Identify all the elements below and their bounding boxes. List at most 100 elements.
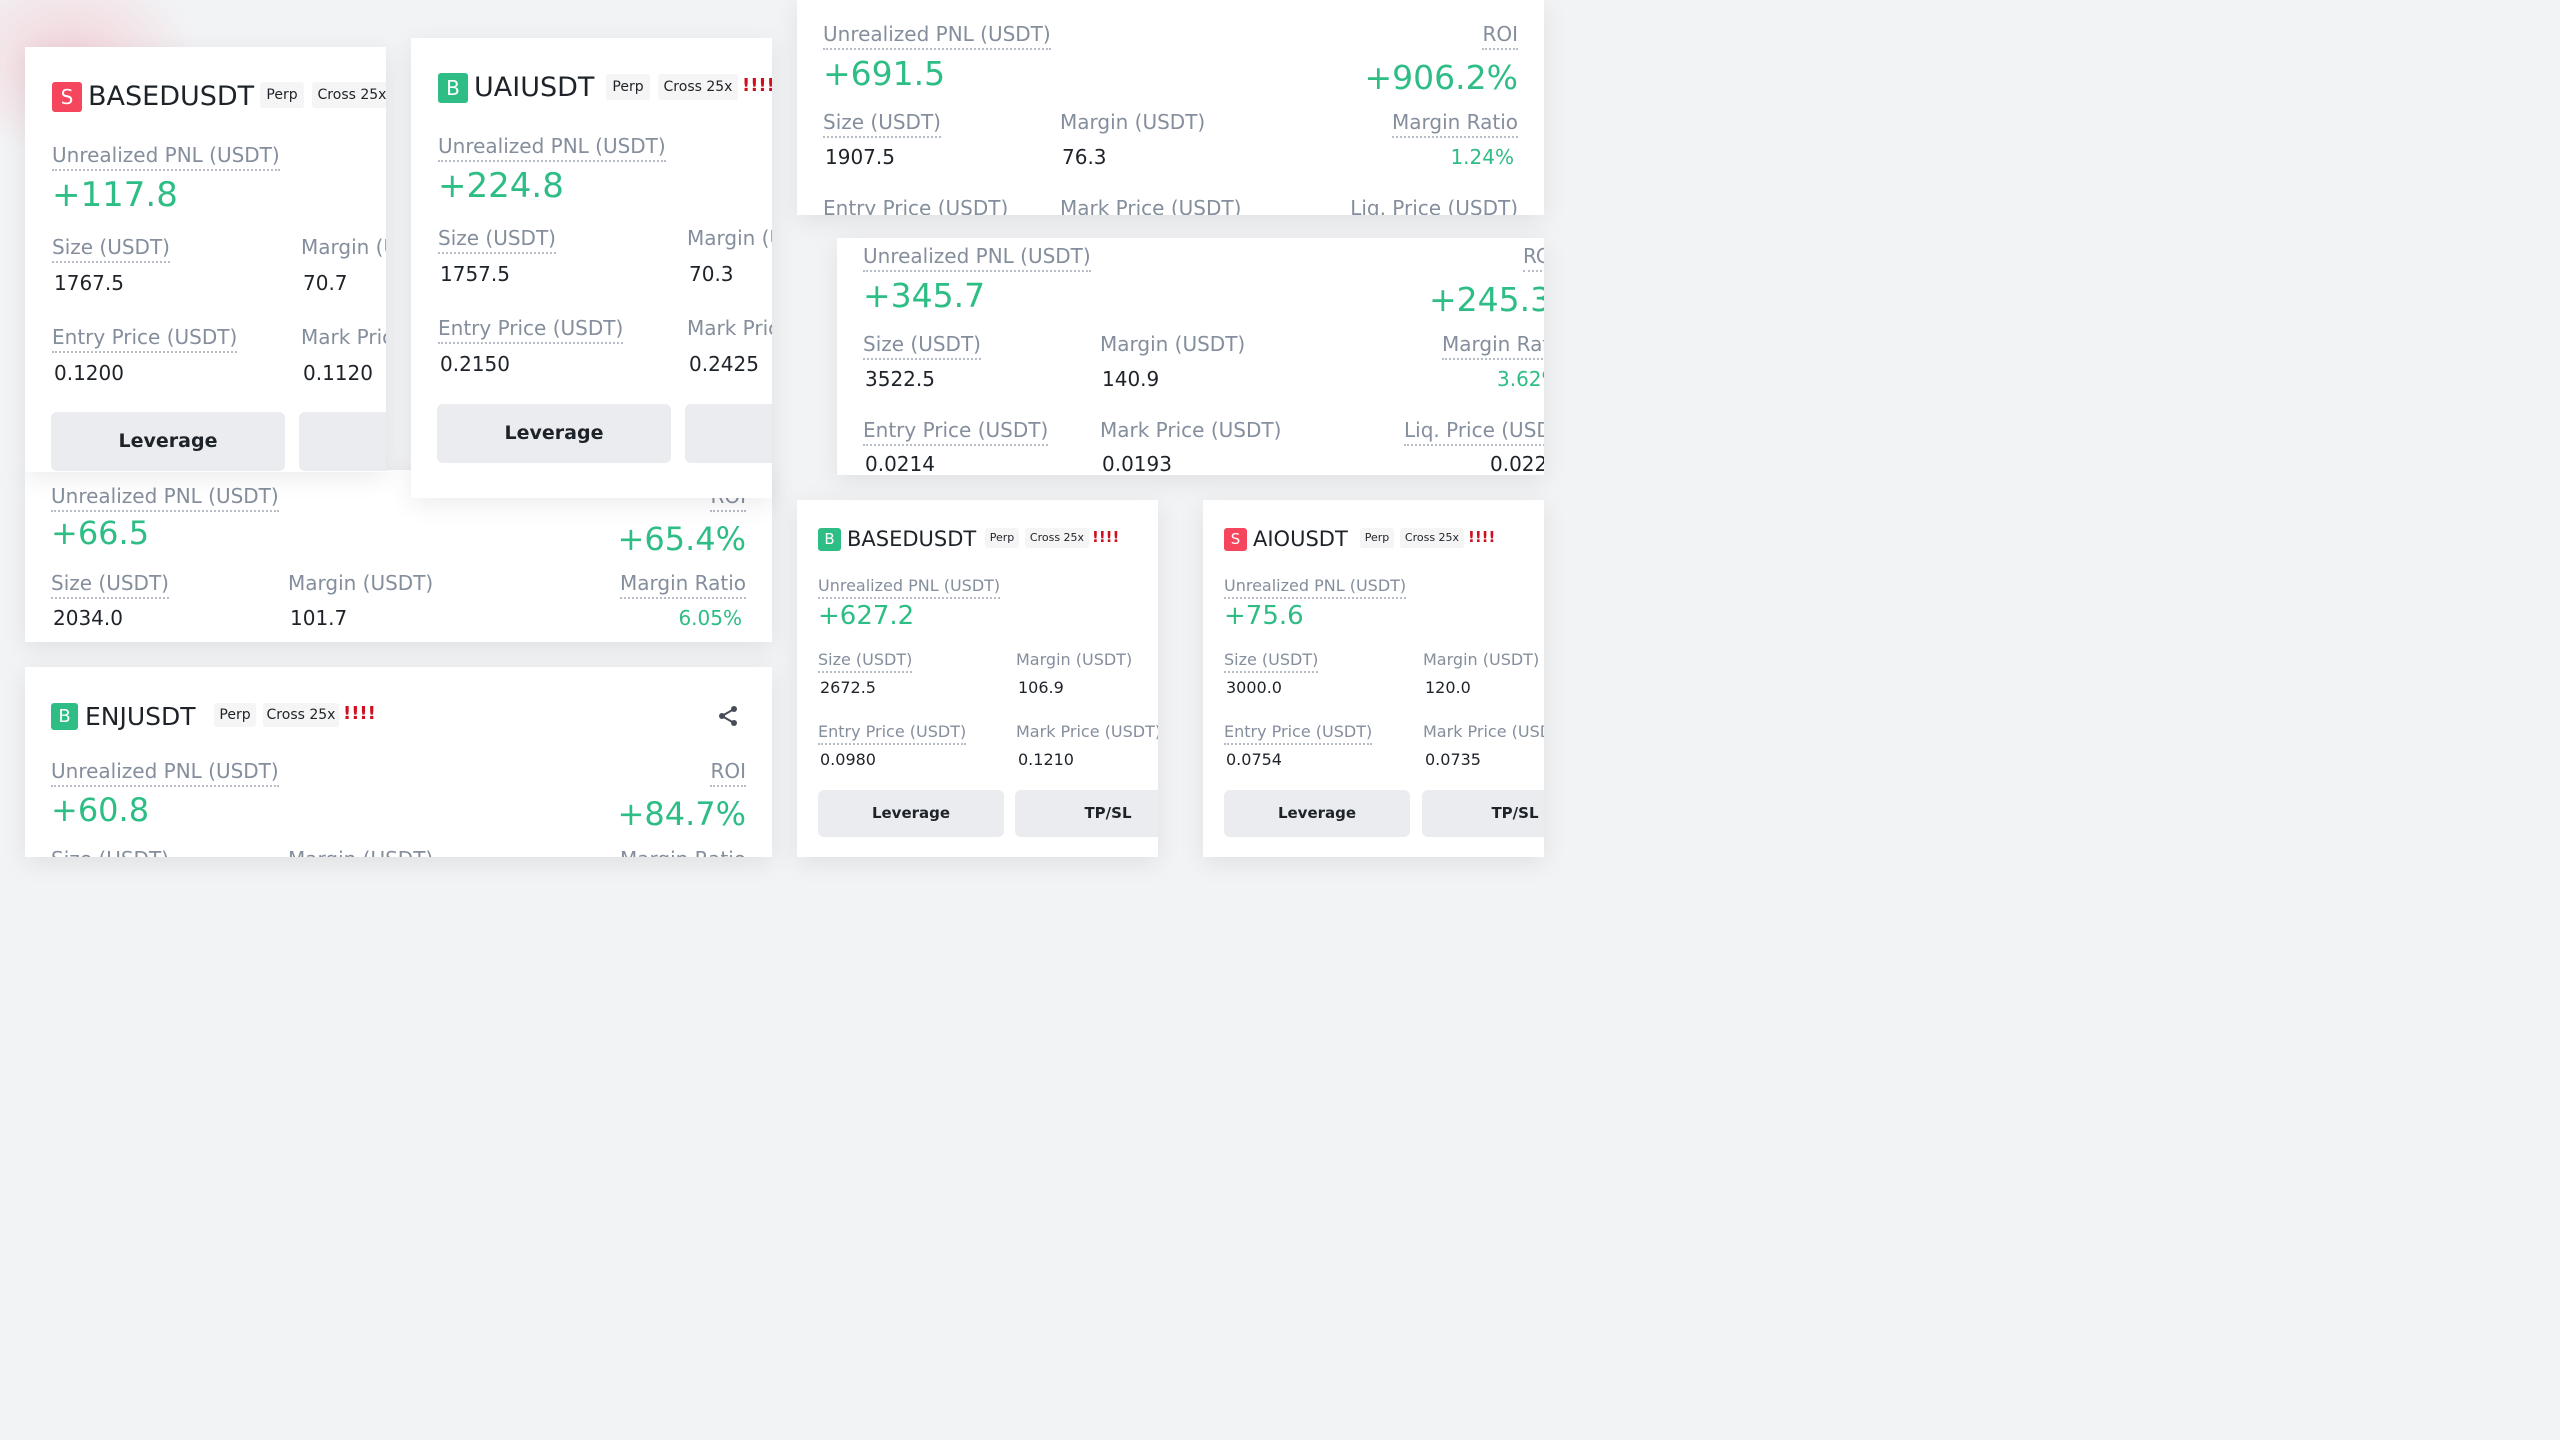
pnl-label[interactable]: Unrealized PNL (USDT) <box>438 134 666 162</box>
pnl-value: +627.2 <box>818 601 915 631</box>
margin-ratio-label[interactable]: Margin Rat <box>1442 332 1544 360</box>
entry-price-label[interactable]: Entry Price (USDT) <box>1224 722 1373 745</box>
size-value: 3000.0 <box>1226 678 1282 697</box>
size-label[interactable]: Size (USDT) <box>52 235 170 263</box>
side-badge: B <box>51 703 78 730</box>
entry-price-label[interactable]: Entry Price (USDT) <box>438 316 624 344</box>
margin-mode-tag[interactable]: Cross 25x <box>312 82 386 108</box>
margin-label[interactable]: Margin (USDT) <box>1423 650 1540 669</box>
margin-label[interactable]: Margin (USDT) <box>1060 110 1206 134</box>
mark-price-label[interactable]: Mark Pric <box>687 316 772 340</box>
symbol-name[interactable]: BASEDUSDT <box>88 81 255 112</box>
mark-price-value: 0.0193 <box>1102 452 1172 475</box>
roi-label[interactable]: ROI <box>710 759 746 787</box>
entry-price-label[interactable]: Entry Price (USDT) <box>52 325 238 353</box>
margin-label[interactable]: Margin (U <box>687 226 772 250</box>
symbol-name[interactable]: BASEDUSDT <box>847 527 977 551</box>
leverage-button[interactable]: Leverage <box>818 790 1004 837</box>
size-value: 2034.0 <box>53 606 123 630</box>
margin-ratio-label[interactable]: Margin Ratio <box>1391 110 1518 138</box>
roi-value: +84.7% <box>617 795 746 833</box>
pnl-value: +75.6 <box>1224 601 1304 631</box>
margin-mode-tag[interactable]: Cross 25x <box>1400 528 1464 548</box>
size-label[interactable]: Size (USDT) <box>1224 650 1319 673</box>
size-label[interactable]: Size (USDT) <box>863 332 981 360</box>
perp-tag: Perp <box>606 74 650 100</box>
position-card-2: B UAIUSDT Perp Cross 25x !!!! Unrealized… <box>411 38 772 498</box>
pnl-value: +60.8 <box>51 791 150 829</box>
size-label[interactable]: Size (USDT) <box>51 847 169 857</box>
entry-price-label[interactable]: Entry Price (USDT) <box>823 196 1009 215</box>
mark-price-label[interactable]: Mark Price (USD <box>1423 722 1544 741</box>
liq-price-value: 0.022 <box>1490 452 1544 475</box>
margin-ratio-label[interactable]: Margin Ratio <box>620 847 746 857</box>
entry-price-value: 0.0214 <box>865 452 935 475</box>
pnl-label[interactable]: Unrealized PNL (USDT) <box>863 244 1091 272</box>
size-label[interactable]: Size (USDT) <box>823 110 941 138</box>
liq-price-label[interactable]: Liq. Price (USDT) <box>1350 196 1518 215</box>
tpsl-button[interactable] <box>299 412 386 471</box>
roi-label[interactable]: ROI <box>1482 22 1518 50</box>
tpsl-button[interactable]: TP/SL <box>1015 790 1158 837</box>
tpsl-button[interactable]: TP/SL <box>1422 790 1544 837</box>
mark-price-value: 0.0735 <box>1425 750 1481 769</box>
mark-price-label[interactable]: Mark Pric <box>301 325 386 349</box>
margin-value: 101.7 <box>290 606 348 630</box>
pnl-label[interactable]: Unrealized PNL (USDT) <box>51 759 279 787</box>
pnl-value: +117.8 <box>52 175 178 215</box>
perp-tag: Perp <box>985 528 1019 548</box>
mark-price-value: 0.1120 <box>303 361 373 385</box>
alert-marker: !!!! <box>1468 528 1496 546</box>
liq-price-label[interactable]: Liq. Price (USD <box>1404 418 1544 446</box>
margin-mode-tag[interactable]: Cross 25x <box>263 703 339 727</box>
position-card-3: Unrealized PNL (USDT) +691.5 ROI +906.2%… <box>797 0 1544 215</box>
margin-label[interactable]: Margin (USDT) <box>1016 650 1133 669</box>
margin-mode-tag[interactable]: Cross 25x <box>658 74 738 100</box>
pnl-value: +66.5 <box>51 514 150 552</box>
size-value: 1757.5 <box>440 262 510 286</box>
entry-price-label[interactable]: Entry Price (USDT) <box>863 418 1049 446</box>
pnl-value: +691.5 <box>823 54 946 93</box>
margin-label[interactable]: Margin (USDT) <box>1100 332 1246 356</box>
margin-label[interactable]: Margin (U <box>301 235 386 259</box>
roi-value: +245.3% <box>1429 280 1544 319</box>
entry-price-value: 0.2150 <box>440 352 510 376</box>
leverage-button[interactable]: Leverage <box>437 404 671 463</box>
mark-price-label[interactable]: Mark Price (USDT) <box>1060 196 1242 215</box>
perp-tag: Perp <box>1360 528 1394 548</box>
size-label[interactable]: Size (USDT) <box>438 226 556 254</box>
pnl-label[interactable]: Unrealized PNL (USDT) <box>52 143 280 171</box>
margin-ratio-value: 1.24% <box>1450 145 1514 169</box>
mark-price-label[interactable]: Mark Price (USDT) <box>1016 722 1158 741</box>
margin-value: 70.3 <box>689 262 734 286</box>
side-badge: B <box>818 528 841 551</box>
margin-label[interactable]: Margin (USDT) <box>288 571 434 595</box>
pnl-value: +345.7 <box>863 276 986 315</box>
leverage-button[interactable]: Leverage <box>51 412 285 471</box>
size-label[interactable]: Size (USDT) <box>51 571 169 599</box>
pnl-label[interactable]: Unrealized PNL (USDT) <box>823 22 1051 50</box>
leverage-button[interactable]: Leverage <box>1224 790 1410 837</box>
mark-price-label[interactable]: Mark Price (USDT) <box>1100 418 1282 442</box>
margin-mode-tag[interactable]: Cross 25x <box>1025 528 1089 548</box>
position-card-4: Unrealized PNL (USDT) +345.7 RC +245.3% … <box>837 238 1544 475</box>
margin-value: 106.9 <box>1018 678 1064 697</box>
position-card-5: Unrealized PNL (USDT) +66.5 ROI +65.4% S… <box>25 470 772 642</box>
entry-price-value: 0.0980 <box>820 750 876 769</box>
entry-price-label[interactable]: Entry Price (USDT) <box>818 722 967 745</box>
roi-label[interactable]: RC <box>1523 244 1544 272</box>
share-icon[interactable] <box>716 704 740 728</box>
pnl-label[interactable]: Unrealized PNL (USDT) <box>1224 576 1407 599</box>
symbol-name[interactable]: ENJUSDT <box>85 702 196 731</box>
size-label[interactable]: Size (USDT) <box>818 650 913 673</box>
pnl-label[interactable]: Unrealized PNL (USDT) <box>51 484 279 512</box>
margin-ratio-label[interactable]: Margin Ratio <box>619 571 746 599</box>
margin-label[interactable]: Margin (USDT) <box>288 847 433 857</box>
symbol-name[interactable]: AIOUSDT <box>1253 527 1348 551</box>
pnl-label[interactable]: Unrealized PNL (USDT) <box>818 576 1001 599</box>
alert-marker: !!!! <box>343 703 376 724</box>
tpsl-button[interactable] <box>685 404 772 463</box>
side-badge: B <box>438 73 468 103</box>
symbol-name[interactable]: UAIUSDT <box>474 72 595 103</box>
alert-marker: !!!! <box>742 75 772 96</box>
